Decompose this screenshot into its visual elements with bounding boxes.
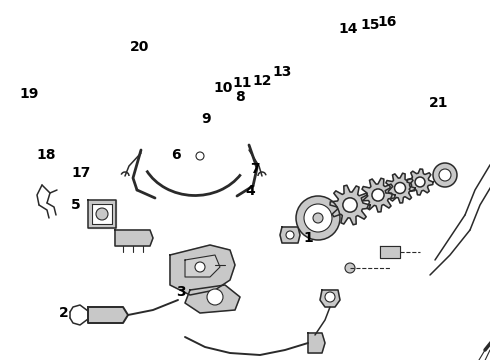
Circle shape [343,198,357,212]
Circle shape [372,189,384,201]
Text: 17: 17 [71,166,91,180]
Circle shape [439,169,451,181]
Text: 13: 13 [272,65,292,79]
Polygon shape [92,204,112,224]
Circle shape [196,152,204,160]
Circle shape [394,183,406,194]
Text: 21: 21 [429,96,448,109]
Text: 5: 5 [71,198,81,212]
Text: 10: 10 [213,81,233,95]
Polygon shape [407,169,433,195]
Text: 18: 18 [37,148,56,162]
Polygon shape [380,246,400,258]
Polygon shape [88,307,128,323]
Text: 7: 7 [250,162,260,176]
Text: 11: 11 [233,76,252,90]
Circle shape [345,263,355,273]
Text: 9: 9 [201,112,211,126]
Polygon shape [361,178,395,212]
Text: 12: 12 [252,74,272,88]
Text: 4: 4 [245,184,255,198]
Circle shape [195,262,205,272]
Text: 8: 8 [235,90,245,104]
Text: 2: 2 [59,306,69,320]
Polygon shape [385,173,415,203]
Polygon shape [185,255,220,277]
Circle shape [325,292,335,302]
Circle shape [313,213,323,223]
Circle shape [96,208,108,220]
Text: 3: 3 [176,285,186,298]
Polygon shape [330,185,370,225]
Text: 15: 15 [360,18,380,32]
Circle shape [304,204,332,232]
Text: 14: 14 [338,22,358,36]
Polygon shape [170,245,235,295]
Polygon shape [308,333,325,353]
Text: 20: 20 [130,40,149,54]
Text: 19: 19 [20,87,39,100]
Polygon shape [280,227,300,243]
Circle shape [433,163,457,187]
Polygon shape [185,285,240,313]
Circle shape [415,177,425,187]
Circle shape [207,289,223,305]
Polygon shape [88,200,116,228]
Circle shape [296,196,340,240]
Text: 6: 6 [172,148,181,162]
Text: 1: 1 [304,231,314,244]
Polygon shape [115,230,153,246]
Polygon shape [320,290,340,307]
Text: 16: 16 [377,15,397,28]
Circle shape [286,231,294,239]
